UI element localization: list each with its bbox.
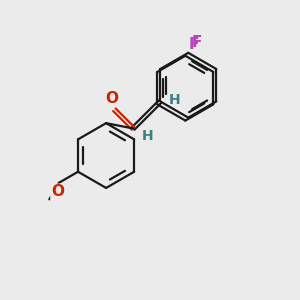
Text: O: O xyxy=(105,91,118,106)
Text: F: F xyxy=(189,37,199,52)
Text: O: O xyxy=(51,184,64,199)
Text: H: H xyxy=(169,93,181,107)
Text: H: H xyxy=(141,129,153,143)
Text: F: F xyxy=(192,35,202,50)
